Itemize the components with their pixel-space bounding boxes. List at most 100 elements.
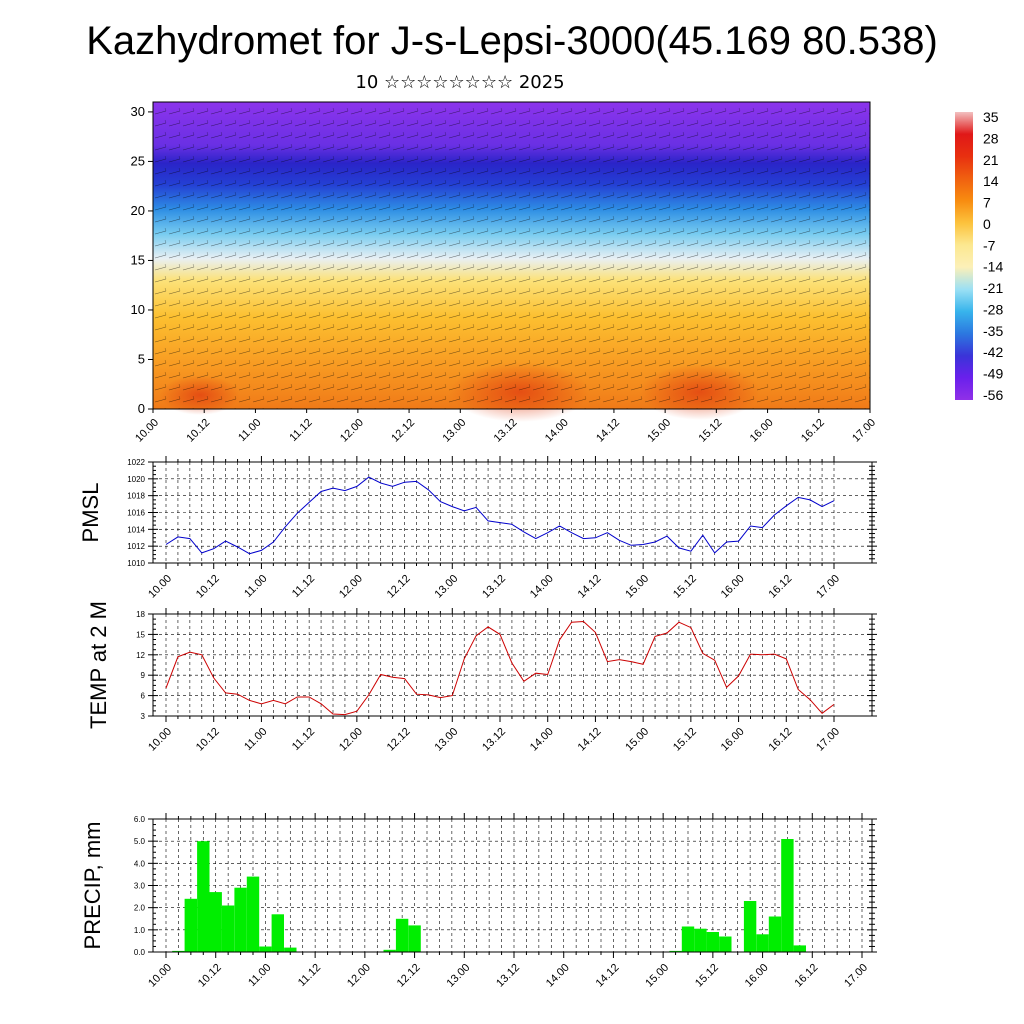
cross-section-panel: 0 5 10 15 20 25 30 10.00 10.12 11.00 11.12 12.00 12.… [131,101,878,445]
x-tick-label: 14.00 [544,962,572,990]
precip-bar [221,905,235,952]
colorbar-label: -7 [983,237,996,253]
colorbar-strip [955,112,973,400]
y-tick-label: 1016 [127,509,145,518]
y-tick-label: 3 [141,712,146,721]
x-tick-label: 12.12 [395,962,423,990]
colorbar-label: -14 [983,259,1003,275]
precip-bar [172,950,185,952]
chart-title: Kazhydromet for J-s-Lepsi-3000(45.169 80… [86,19,938,63]
x-tick-label: 14.12 [594,962,622,990]
x-tick-label: 13.00 [432,573,460,601]
colorbar-label: -28 [983,301,1003,317]
y-tick-label: 9 [141,671,146,680]
x-tick-label: 15.12 [697,417,725,445]
y-tick-label: 15 [131,252,145,267]
colorbar-label: 0 [983,216,991,232]
precip-bar [793,945,806,952]
x-tick-label: 13.12 [494,962,522,990]
y-tick-label: 1022 [127,458,145,467]
precip-bar [197,841,210,952]
y-tick-label: 6.0 [134,815,146,824]
x-tick-label: 14.12 [576,726,604,754]
x-tick-label: 11.00 [246,962,273,989]
precip-bar [395,918,409,953]
x-tick-label: 15.12 [671,573,699,601]
x-tick-label: 14.00 [543,417,571,445]
pmsl-axis-label: PMSL [78,483,103,543]
precip-bar [284,947,297,952]
precip-bar [246,876,260,952]
precip-bar [234,887,247,952]
precip-bar [259,946,272,952]
x-tick-label: 11.00 [236,417,263,444]
temp2m-frame [152,613,873,717]
x-tick-label: 15.00 [643,962,671,990]
chart-subtitle: 10 ☆☆☆☆☆☆☆☆ 2025 [355,72,565,93]
y-tick-label: 12 [136,651,145,660]
x-tick-label: 10.12 [194,726,222,754]
y-tick-label: 1012 [127,542,145,551]
pmsl-panel: 1010 1012 1014 1016 1018 1020 1022 10.00 10.12 11… [78,456,877,601]
x-tick-label: 15.00 [645,417,673,445]
precip-bar [781,839,794,952]
precip-bar [669,950,682,952]
precip-bar [694,928,707,952]
x-tick-label: 10.00 [146,573,174,601]
colorbar-label: -56 [983,387,1003,403]
precip-bar [184,898,197,952]
precip-panel: 0.0 1.0 2.0 3.0 4.0 5.0 6.0 10.00 10.12 11.00 11.1… [80,813,877,990]
y-tick-label: 1.0 [134,926,146,935]
x-tick-label: 17.00 [842,962,870,990]
precip-axis-label: PRECIP, mm [80,822,105,950]
colorbar-label: -42 [983,344,1003,360]
temp2m-line [165,620,835,716]
colorbar-label: 28 [983,130,999,146]
y-tick-label: 5 [138,351,145,366]
x-tick-label: 10.12 [194,573,222,601]
precip-bar [681,926,695,952]
y-tick-label: 0.0 [134,948,146,957]
x-tick-label: 14.00 [528,726,556,754]
y-tick-label: 18 [136,610,145,619]
colorbar-label: 14 [983,173,999,189]
temp2m-axis-label: TEMP at 2 M [86,601,111,729]
x-tick-label: 10.12 [184,417,212,445]
precip-bar [209,892,222,952]
x-tick-label: 10.00 [146,726,174,754]
y-tick-label: 1020 [127,475,145,484]
y-tick-label: 1010 [127,559,145,568]
x-tick-label: 15.00 [623,726,651,754]
x-tick-label: 12.00 [338,417,366,445]
y-tick-label: 4.0 [134,859,146,868]
x-tick-label: 15.00 [623,573,651,601]
x-tick-label: 16.12 [766,573,794,601]
x-tick-label: 11.00 [242,573,269,600]
precip-bar [768,916,782,952]
y-tick-label: 3.0 [134,882,146,891]
x-tick-label: 12.12 [385,726,413,754]
x-tick-label: 10.00 [133,417,161,445]
precip-bar [706,932,719,952]
colorbar-label: -49 [983,366,1003,382]
x-tick-label: 14.12 [576,573,604,601]
y-tick-label: 20 [131,203,145,218]
x-tick-label: 12.12 [385,573,413,601]
x-tick-label: 16.00 [719,573,747,601]
x-tick-label: 16.12 [766,726,794,754]
precip-bar [743,901,757,952]
temp2m-panel: 3 6 9 12 15 18 10.00 10.12 11.00 11.12 12.00 12.12 1… [86,601,877,754]
y-tick-label: 2.0 [134,904,146,913]
x-tick-label: 10.00 [146,962,174,990]
x-tick-label: 13.00 [444,962,472,990]
x-tick-label: 16.12 [799,417,827,445]
y-tick-label: 1014 [127,525,145,534]
x-tick-label: 11.12 [290,573,317,600]
y-tick-label: 10 [131,302,145,317]
x-tick-label: 15.12 [671,726,699,754]
pmsl-line [165,476,835,555]
x-tick-label: 14.12 [594,417,622,445]
x-tick-label: 13.12 [480,573,508,601]
x-tick-label: 11.00 [242,726,269,753]
